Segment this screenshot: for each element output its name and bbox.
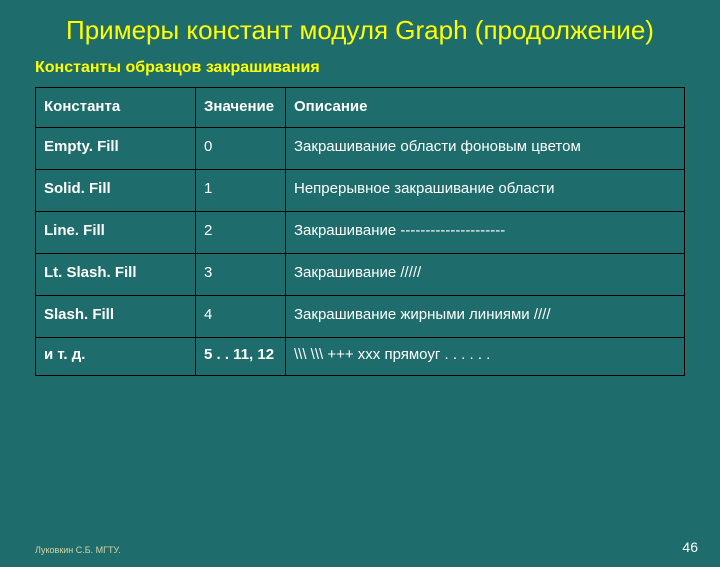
cell-description: Непрерывное закрашивание области xyxy=(286,170,685,212)
cell-value: 2 xyxy=(196,212,286,254)
table-header-row: Константа Значение Описание xyxy=(36,88,685,128)
header-value: Значение xyxy=(196,88,286,128)
cell-value: 1 xyxy=(196,170,286,212)
cell-value: 3 xyxy=(196,254,286,296)
table-row: Line. Fill 2 Закрашивание --------------… xyxy=(36,212,685,254)
cell-constant: Solid. Fill xyxy=(36,170,196,212)
slide-subtitle: Константы образцов закрашивания xyxy=(0,51,720,87)
constants-table: Константа Значение Описание Empty. Fill … xyxy=(35,87,685,376)
table-row: Solid. Fill 1 Непрерывное закрашивание о… xyxy=(36,170,685,212)
cell-constant: Lt. Slash. Fill xyxy=(36,254,196,296)
footer-author: Луковкин С.Б. МГТУ. xyxy=(35,545,121,555)
cell-description: Закрашивание ///// xyxy=(286,254,685,296)
cell-description: \\\ \\\ +++ xxx прямоуг . . . . . . xyxy=(286,338,685,376)
cell-description: Закрашивание --------------------- xyxy=(286,212,685,254)
header-constant: Константа xyxy=(36,88,196,128)
cell-value: 4 xyxy=(196,296,286,338)
cell-value: 0 xyxy=(196,128,286,170)
page-number: 46 xyxy=(682,539,698,555)
table-row: Empty. Fill 0 Закрашивание области фонов… xyxy=(36,128,685,170)
cell-constant: Slash. Fill xyxy=(36,296,196,338)
header-description: Описание xyxy=(286,88,685,128)
slide-title: Примеры констант модуля Graph (продолжен… xyxy=(0,0,720,51)
table-row: Lt. Slash. Fill 3 Закрашивание ///// xyxy=(36,254,685,296)
cell-value: 5 . . 11, 12 xyxy=(196,338,286,376)
cell-description: Закрашивание жирными линиями //// xyxy=(286,296,685,338)
cell-constant: Line. Fill xyxy=(36,212,196,254)
cell-constant: Empty. Fill xyxy=(36,128,196,170)
table-row-etc: и т. д. 5 . . 11, 12 \\\ \\\ +++ xxx пря… xyxy=(36,338,685,376)
cell-constant: и т. д. xyxy=(36,338,196,376)
table-row: Slash. Fill 4 Закрашивание жирными линия… xyxy=(36,296,685,338)
cell-description: Закрашивание области фоновым цветом xyxy=(286,128,685,170)
